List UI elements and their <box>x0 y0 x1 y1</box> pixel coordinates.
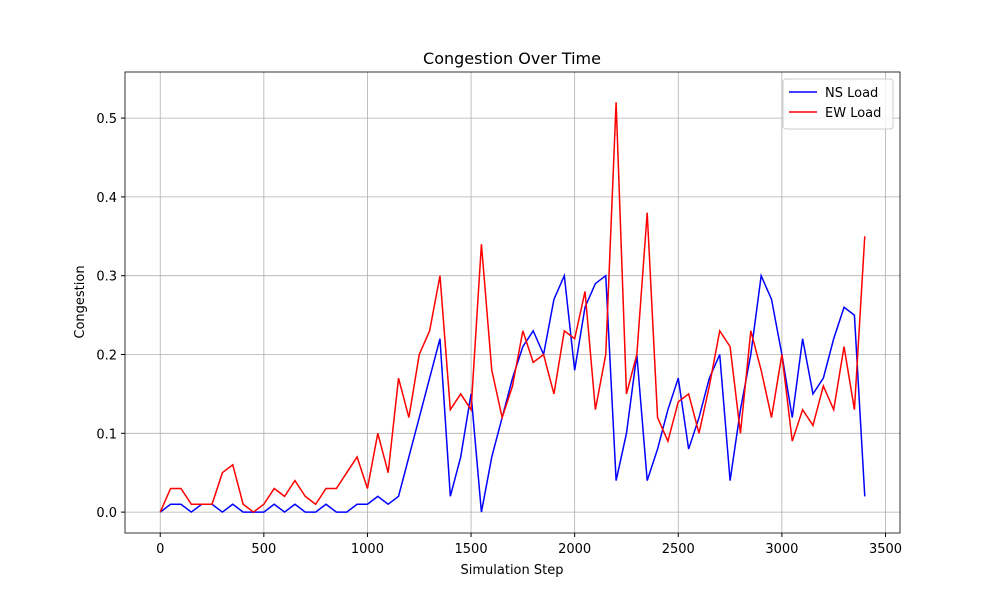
x-tick-label: 3500 <box>869 542 902 557</box>
y-tick-label: 0.2 <box>96 349 117 364</box>
y-tick-label: 0.1 <box>96 427 117 442</box>
y-tick-label: 0.0 <box>96 506 117 521</box>
y-tick-label: 0.3 <box>96 270 117 285</box>
y-tick-label: 0.4 <box>96 191 117 206</box>
legend-label: NS Load <box>825 86 878 101</box>
legend-label: EW Load <box>825 106 881 121</box>
x-tick-label: 1000 <box>351 542 384 557</box>
x-tick-label: 500 <box>251 542 276 557</box>
x-tick-label: 2500 <box>662 542 695 557</box>
x-axis-label: Simulation Step <box>461 563 564 578</box>
y-tick-label: 0.5 <box>96 112 117 127</box>
x-tick-label: 0 <box>156 542 164 557</box>
chart-title: Congestion Over Time <box>423 49 601 68</box>
series-line <box>159 272 866 514</box>
x-tick-label: 1500 <box>455 542 488 557</box>
series-line <box>159 102 866 514</box>
x-tick-label: 2000 <box>558 542 591 557</box>
y-axis-label: Congestion <box>73 265 88 338</box>
x-tick-label: 3000 <box>765 542 798 557</box>
plot-frame <box>124 71 901 534</box>
